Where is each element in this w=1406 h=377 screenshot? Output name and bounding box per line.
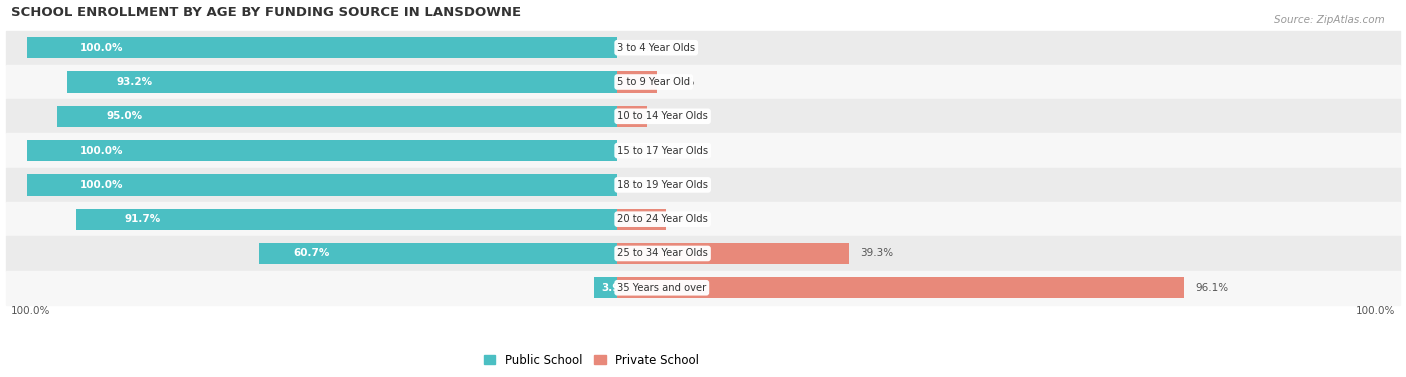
Text: Source: ZipAtlas.com: Source: ZipAtlas.com bbox=[1274, 15, 1385, 25]
Text: 39.3%: 39.3% bbox=[860, 248, 893, 259]
Text: 25 to 34 Year Olds: 25 to 34 Year Olds bbox=[617, 248, 709, 259]
Text: 0.0%: 0.0% bbox=[628, 43, 654, 53]
Text: 6.8%: 6.8% bbox=[668, 77, 695, 87]
Legend: Public School, Private School: Public School, Private School bbox=[479, 349, 704, 371]
Text: 20 to 24 Year Olds: 20 to 24 Year Olds bbox=[617, 214, 709, 224]
Text: 95.0%: 95.0% bbox=[107, 111, 143, 121]
Bar bbox=[617, 277, 1184, 298]
Bar bbox=[27, 37, 617, 58]
Bar bbox=[617, 71, 657, 93]
Bar bbox=[617, 106, 647, 127]
Text: 96.1%: 96.1% bbox=[1195, 283, 1229, 293]
Bar bbox=[67, 71, 617, 93]
Bar bbox=[6, 271, 1400, 305]
Bar bbox=[27, 174, 617, 196]
Text: 5 to 9 Year Old: 5 to 9 Year Old bbox=[617, 77, 690, 87]
Text: 100.0%: 100.0% bbox=[80, 43, 124, 53]
Text: SCHOOL ENROLLMENT BY AGE BY FUNDING SOURCE IN LANSDOWNE: SCHOOL ENROLLMENT BY AGE BY FUNDING SOUR… bbox=[11, 6, 522, 18]
Bar bbox=[6, 99, 1400, 133]
Bar bbox=[6, 236, 1400, 271]
Text: 18 to 19 Year Olds: 18 to 19 Year Olds bbox=[617, 180, 709, 190]
Bar bbox=[56, 106, 617, 127]
Bar bbox=[259, 243, 617, 264]
Bar bbox=[617, 208, 666, 230]
Text: 100.0%: 100.0% bbox=[1355, 306, 1395, 316]
Text: 60.7%: 60.7% bbox=[292, 248, 329, 259]
Text: 8.3%: 8.3% bbox=[676, 214, 703, 224]
Text: 91.7%: 91.7% bbox=[125, 214, 160, 224]
Bar bbox=[6, 133, 1400, 168]
Bar bbox=[27, 140, 617, 161]
Text: 0.0%: 0.0% bbox=[628, 180, 654, 190]
Text: 93.2%: 93.2% bbox=[117, 77, 153, 87]
Text: 5.1%: 5.1% bbox=[658, 111, 685, 121]
Text: 15 to 17 Year Olds: 15 to 17 Year Olds bbox=[617, 146, 709, 156]
Text: 10 to 14 Year Olds: 10 to 14 Year Olds bbox=[617, 111, 709, 121]
Bar bbox=[617, 243, 849, 264]
Text: 100.0%: 100.0% bbox=[80, 146, 124, 156]
Text: 3 to 4 Year Olds: 3 to 4 Year Olds bbox=[617, 43, 696, 53]
Bar bbox=[6, 202, 1400, 236]
Bar bbox=[6, 168, 1400, 202]
Text: 0.0%: 0.0% bbox=[628, 146, 654, 156]
Bar bbox=[6, 31, 1400, 65]
Bar bbox=[6, 65, 1400, 99]
Text: 3.9%: 3.9% bbox=[602, 283, 630, 293]
Text: 35 Years and over: 35 Years and over bbox=[617, 283, 706, 293]
Text: 100.0%: 100.0% bbox=[11, 306, 51, 316]
Bar bbox=[595, 277, 617, 298]
Text: 100.0%: 100.0% bbox=[80, 180, 124, 190]
Bar bbox=[76, 208, 617, 230]
